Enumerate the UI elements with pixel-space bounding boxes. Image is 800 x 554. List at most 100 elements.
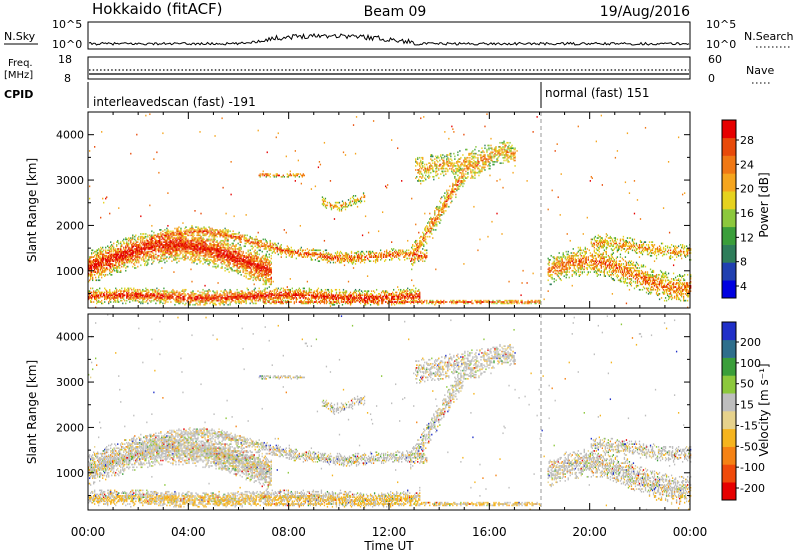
heatmap-cell (162, 132, 163, 134)
heatmap-cell (161, 260, 162, 262)
heatmap-cell (137, 266, 138, 268)
heatmap-cell (236, 289, 237, 291)
heatmap-cell (123, 247, 124, 249)
heatmap-cell (243, 251, 244, 253)
heatmap-cell (241, 241, 242, 243)
station-title: Hokkaido (fitACF) (92, 0, 223, 18)
heatmap-cell (177, 258, 178, 260)
heatmap-cell (115, 300, 116, 302)
heatmap-cell (235, 251, 236, 253)
heatmap-cell (122, 303, 123, 305)
heatmap-cell (119, 267, 120, 269)
heatmap-cell (106, 196, 107, 198)
heatmap-cell (101, 277, 102, 279)
heatmap-cell (153, 158, 154, 160)
heatmap-cell (245, 235, 246, 237)
heatmap-cell (222, 229, 223, 231)
heatmap-cell (197, 290, 198, 292)
heatmap-cell (199, 292, 200, 294)
heatmap-cell (248, 249, 249, 251)
heatmap-cell (107, 269, 108, 271)
heatmap-cell (121, 300, 122, 302)
heatmap-cell (247, 270, 248, 272)
heatmap-cell (209, 228, 210, 230)
heatmap-cell (160, 290, 161, 292)
heatmap-cell (215, 263, 216, 265)
heatmap-cell (91, 252, 92, 254)
date-title: 19/Aug/2016 (600, 4, 690, 20)
heatmap-cell (92, 288, 93, 290)
heatmap-cell (105, 274, 106, 276)
heatmap-cell (132, 235, 133, 237)
heatmap-cell (178, 260, 179, 262)
heatmap-cell (229, 262, 230, 264)
heatmap-cell (254, 284, 255, 286)
heatmap-cell (251, 269, 252, 271)
heatmap-cell (185, 258, 186, 260)
heatmap-cell (227, 304, 228, 306)
nave-tick-top: 60 (708, 53, 722, 66)
heatmap-cell (200, 255, 201, 257)
heatmap-cell (179, 292, 180, 294)
heatmap-cell (217, 264, 218, 266)
heatmap-cell (140, 264, 141, 266)
heatmap-cell (113, 243, 114, 245)
heatmap-cell (116, 289, 117, 291)
heatmap-cell (247, 235, 248, 237)
heatmap-cell (143, 233, 144, 235)
heatmap-cell (121, 290, 122, 292)
heatmap-cell (147, 262, 148, 264)
heatmap-cell (248, 289, 249, 291)
heatmap-cell (127, 266, 128, 268)
heatmap-cell (182, 289, 183, 291)
heatmap-cell (241, 251, 242, 253)
heatmap-cell (100, 217, 101, 219)
heatmap-cell (192, 290, 193, 292)
heatmap-cell (230, 251, 231, 253)
heatmap-cell (227, 229, 228, 231)
heatmap-cell (116, 244, 117, 246)
heatmap-cell (89, 150, 90, 152)
heatmap-cell (161, 241, 162, 243)
heatmap-cell (153, 254, 154, 256)
heatmap-cell (253, 247, 254, 249)
heatmap-cell (135, 267, 136, 269)
heatmap-cell (225, 213, 226, 215)
heatmap-cell (138, 239, 139, 241)
heatmap-cell (121, 266, 122, 268)
heatmap-cell (238, 243, 239, 245)
heatmap-cell (160, 232, 161, 234)
heatmap-cell (226, 292, 227, 294)
heatmap-cell (204, 285, 205, 287)
heatmap-cell (176, 290, 177, 292)
heatmap-cell (212, 266, 213, 268)
heatmap-cell (154, 294, 155, 296)
heatmap-cell (208, 294, 209, 296)
heatmap-cell (99, 279, 100, 281)
heatmap-cell (193, 235, 194, 237)
heatmap-cell (185, 236, 186, 238)
heatmap-cell (144, 240, 145, 242)
heatmap-cell (195, 259, 196, 261)
nsearch-label: N.Search (744, 30, 794, 43)
heatmap-cell (223, 304, 224, 306)
heatmap-cell (160, 229, 161, 231)
heatmap-cell (250, 303, 251, 305)
heatmap-cell (109, 289, 110, 291)
heatmap-cell (221, 117, 222, 119)
heatmap-cell (229, 230, 230, 232)
heatmap-cell (110, 301, 111, 303)
heatmap-cell (120, 241, 121, 243)
heatmap-cell (202, 263, 203, 265)
freq-tick-top: 18 (58, 53, 72, 66)
nsearch-tick-top: 10^5 (706, 18, 736, 31)
freq-tick-bottom: 8 (64, 72, 71, 85)
heatmap-cell (199, 258, 200, 260)
heatmap-cell (164, 229, 165, 231)
heatmap-cell (216, 240, 217, 242)
heatmap-cell (191, 225, 192, 227)
heatmap-cell (92, 249, 93, 251)
nsky-tick-bottom: 10^0 (52, 38, 82, 51)
heatmap-cell (224, 293, 225, 295)
